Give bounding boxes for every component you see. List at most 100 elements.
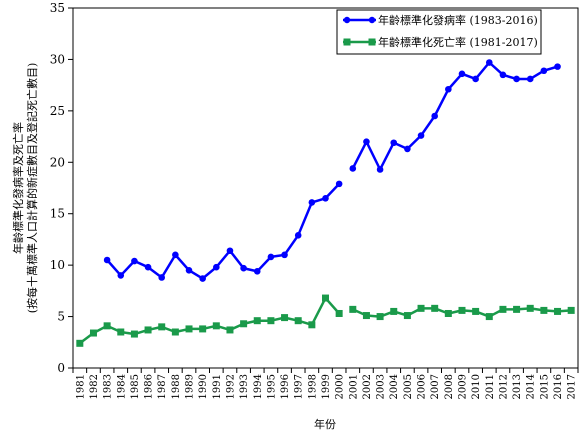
data-point	[172, 251, 179, 259]
data-point	[499, 71, 507, 79]
y-tick-label: 25	[50, 104, 65, 118]
y-tick-label: 20	[50, 155, 65, 169]
y-axis: 0 5 10 15 20 25 30 35	[50, 1, 73, 375]
data-point	[513, 305, 521, 313]
x-tick-label: 2000	[335, 374, 346, 399]
x-tick-label: 2009	[457, 374, 468, 399]
data-point	[567, 306, 575, 314]
x-tick-label: 1993	[239, 374, 250, 399]
data-point	[349, 165, 357, 172]
data-point	[144, 263, 152, 271]
data-point	[213, 263, 220, 271]
data-point	[103, 256, 111, 264]
x-tick-label: 1997	[294, 374, 305, 399]
data-point	[376, 313, 384, 321]
data-point	[485, 59, 493, 66]
x-tick-label: 1996	[280, 374, 291, 399]
data-point	[294, 232, 302, 239]
x-tick-label: 1994	[253, 374, 264, 399]
data-point	[171, 328, 179, 336]
data-point	[240, 264, 247, 272]
x-tick-label: 2013	[512, 374, 523, 399]
x-tick-label: 2001	[348, 374, 359, 399]
data-point	[89, 329, 97, 337]
x-tick-label: 2007	[430, 374, 441, 399]
data-point	[526, 304, 534, 312]
x-tick-label: 1985	[130, 374, 141, 399]
x-tick-label: 2003	[376, 374, 387, 399]
x-tick-label: 2004	[389, 374, 400, 399]
x-tick-label: 1992	[225, 374, 236, 399]
y-tick-label: 0	[57, 361, 65, 375]
y-tick-label: 15	[50, 207, 65, 221]
data-point	[117, 272, 125, 279]
x-axis: 1981 1982 1983 1984 1985 1986 1987 1988 1989 1990…	[72, 368, 579, 399]
data-point	[76, 339, 84, 347]
data-point	[335, 309, 343, 317]
x-tick-label: 1983	[103, 374, 114, 399]
x-tick-label: 2016	[553, 374, 564, 399]
y-axis-title-line2: (按每十萬標準人口計算的新症數目及登記死亡數目)	[25, 63, 39, 314]
legend-marker-incidence	[368, 16, 376, 24]
data-point	[281, 314, 289, 322]
data-point	[144, 326, 152, 334]
axis-titles: 年齡標準化發病率及死亡率 (按每十萬標準人口計算的新症數目及登記死亡數目) 年份	[11, 63, 336, 431]
data-point	[158, 274, 166, 281]
plot-border	[72, 7, 579, 369]
x-tick-label: 2015	[539, 374, 550, 399]
x-tick-label: 1989	[185, 374, 196, 399]
x-tick-label: 1981	[75, 374, 86, 399]
data-point	[526, 75, 534, 83]
data-point	[431, 112, 438, 120]
y-tick-label: 30	[50, 52, 65, 66]
data-point	[458, 306, 466, 314]
legend: 年齡標準化發病率 (1983-2016) 年齡標準化死亡率 (1981-2017…	[336, 9, 542, 55]
x-tick-label: 2002	[362, 374, 373, 399]
data-point	[362, 312, 370, 320]
x-tick-label: 2005	[403, 374, 414, 399]
x-tick-label: 1991	[212, 374, 223, 399]
x-tick-label: 1984	[116, 374, 127, 399]
data-point	[240, 320, 248, 328]
y-tick-label: 10	[50, 258, 65, 272]
data-point	[485, 313, 493, 321]
series-mortality	[76, 294, 575, 347]
series-incidence	[103, 59, 561, 282]
series-line	[351, 61, 558, 171]
x-tick-label: 2011	[485, 374, 496, 399]
x-tick-label: 1995	[266, 374, 277, 399]
data-point	[554, 307, 562, 315]
x-tick-label: 2010	[471, 374, 482, 399]
x-axis-title: 年份	[314, 417, 336, 431]
data-point	[499, 305, 507, 313]
data-point	[294, 317, 302, 325]
x-tick-label: 2008	[444, 374, 455, 399]
data-point	[226, 326, 234, 334]
data-point	[131, 257, 138, 265]
data-point	[513, 75, 520, 83]
series-layer	[76, 59, 575, 347]
legend-entry-mortality: 年齡標準化死亡率 (1981-2017)	[343, 35, 538, 49]
x-tick-label: 2017	[567, 374, 578, 399]
x-tick-label: 1988	[171, 374, 182, 399]
x-tick-label: 1999	[321, 374, 332, 399]
data-point	[349, 305, 357, 313]
data-point	[308, 321, 316, 329]
data-point	[472, 307, 480, 315]
data-point	[390, 307, 398, 315]
data-point	[103, 322, 111, 330]
data-point	[403, 312, 411, 320]
data-point	[540, 67, 548, 75]
legend-label-incidence: 年齡標準化發病率 (1983-2016)	[378, 13, 538, 27]
data-point	[322, 194, 329, 202]
legend-marker-incidence	[343, 16, 351, 24]
data-point	[390, 139, 398, 147]
x-tick-label: 1990	[198, 374, 209, 399]
data-point	[363, 138, 370, 146]
data-point	[322, 294, 329, 302]
data-point	[376, 166, 384, 173]
data-point	[444, 309, 452, 317]
data-point	[267, 253, 275, 261]
plot-area	[72, 7, 579, 369]
